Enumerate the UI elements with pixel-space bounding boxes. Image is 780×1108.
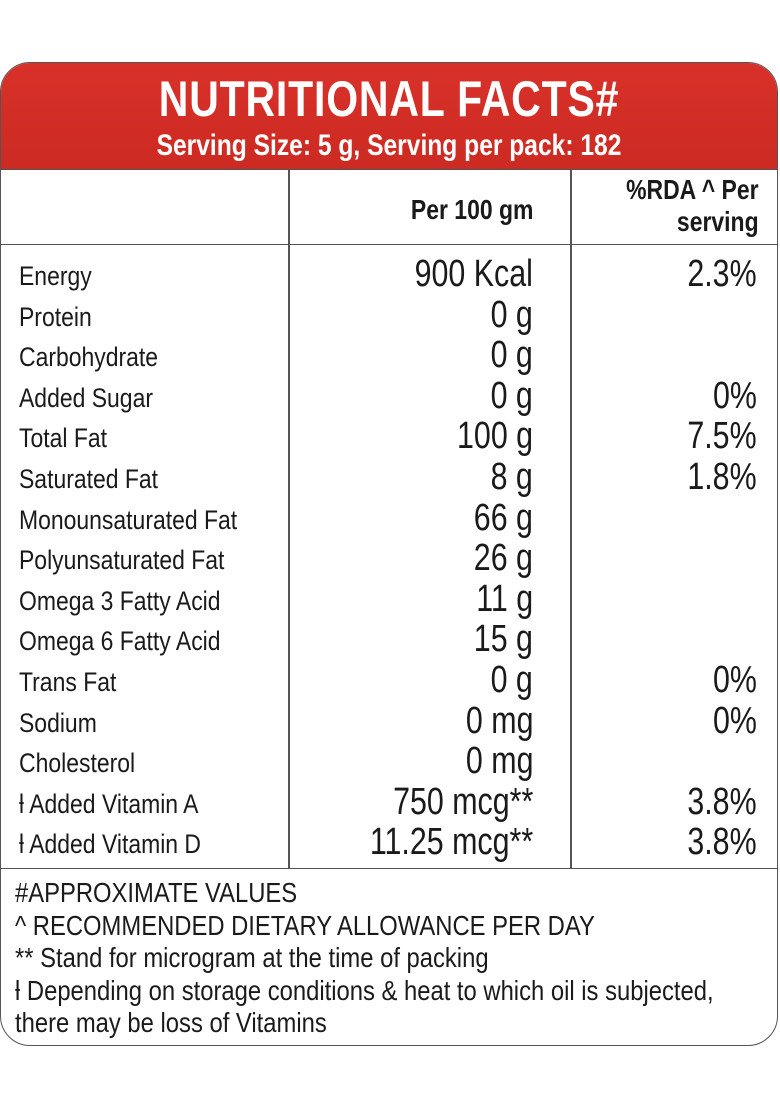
nutrient-value: 0 g xyxy=(490,293,533,336)
table-row: Protein 0 g xyxy=(1,293,777,337)
nutrient-table: Energy 900 Kcal 2.3% Protein 0 g Carbohydra… xyxy=(1,253,777,864)
nutrient-value: 0 mg xyxy=(465,740,533,783)
table-row: Trans Fat 0 g 0% xyxy=(1,658,777,702)
nutrient-rda: 0% xyxy=(713,658,757,701)
column-divider xyxy=(570,170,572,868)
nutrient-rda: 0% xyxy=(713,374,757,417)
column-header-rda-line2: serving xyxy=(677,206,759,237)
nutrient-name: Trans Fat xyxy=(19,666,117,697)
nutrient-value: 750 mcg** xyxy=(392,780,533,823)
nutrient-value: 0 mg xyxy=(465,699,533,742)
nutrient-rda: 1.8% xyxy=(687,455,757,498)
column-header-rda-line1: %RDA ^ Per xyxy=(626,174,759,205)
footnote: ** Stand for microgram at the time of pa… xyxy=(15,942,489,973)
footnote: there may be loss of Vitamins xyxy=(15,1007,327,1038)
nutrient-value: 11.25 mcg** xyxy=(369,821,533,864)
table-row: Omega 6 Fatty Acid 15 g xyxy=(1,618,777,661)
nutrient-name: ƚ Added Vitamin D xyxy=(19,829,202,860)
nutrient-rda: 3.8% xyxy=(687,780,757,823)
table-row: Polyunsaturated Fat 26 g xyxy=(1,537,777,580)
footnotes: #APPROXIMATE VALUES ^ RECOMMENDED DIETAR… xyxy=(1,868,777,1045)
table-row: Cholesterol 0 mg xyxy=(1,740,777,783)
nutrient-value: 0 g xyxy=(490,658,533,701)
nutrient-name: Monounsaturated Fat xyxy=(19,504,238,535)
nutrient-name: Omega 3 Fatty Acid xyxy=(19,585,221,616)
nutrient-value: 900 Kcal xyxy=(414,253,533,295)
column-header-row: Per 100 gm %RDA ^ Per serving xyxy=(1,170,777,245)
table-row: ƚ Added Vitamin A 750 mcg** 3.8% xyxy=(1,780,777,824)
nutrient-value: 100 g xyxy=(456,415,533,458)
nutrient-name: ƚ Added Vitamin A xyxy=(19,788,199,819)
label-title: NUTRITIONAL FACTS# xyxy=(158,71,620,127)
nutrient-name: Energy xyxy=(19,261,92,291)
label-header: NUTRITIONAL FACTS# Serving Size: 5 g, Se… xyxy=(1,63,777,170)
nutrient-value: 0 g xyxy=(490,334,533,377)
nutrient-value: 66 g xyxy=(473,496,533,539)
nutrient-name: Cholesterol xyxy=(19,748,136,779)
nutrient-name: Saturated Fat xyxy=(19,463,159,494)
table-row: Total Fat 100 g 7.5% xyxy=(1,415,777,458)
table-row: ƚ Added Vitamin D 11.25 mcg** 3.8% xyxy=(1,821,777,864)
nutrient-value: 15 g xyxy=(473,618,533,661)
nutrient-value: 11 g xyxy=(476,577,533,620)
footnote: ^ RECOMMENDED DIETARY ALLOWANCE PER DAY xyxy=(15,909,595,941)
nutrient-rda: 0% xyxy=(713,699,757,742)
nutrition-label: NUTRITIONAL FACTS# Serving Size: 5 g, Se… xyxy=(0,62,778,1046)
column-header-per-100: Per 100 gm xyxy=(410,194,533,225)
serving-info: Serving Size: 5 g, Serving per pack: 182 xyxy=(156,129,622,162)
nutrient-name: Omega 6 Fatty Acid xyxy=(19,626,221,657)
nutrient-rda: 3.8% xyxy=(687,821,757,864)
table-row: Monounsaturated Fat 66 g xyxy=(1,496,777,540)
nutrient-name: Added Sugar xyxy=(19,382,153,413)
table-row: Energy 900 Kcal 2.3% xyxy=(1,253,777,296)
nutrient-name: Carbohydrate xyxy=(19,342,159,373)
table-row: Saturated Fat 8 g 1.8% xyxy=(1,455,777,499)
nutrient-name: Protein xyxy=(19,301,92,332)
footnote: ƚ Depending on storage conditions & heat… xyxy=(15,974,714,1006)
footnote: #APPROXIMATE VALUES xyxy=(15,877,298,908)
nutrient-value: 0 g xyxy=(490,374,533,417)
nutrient-rda: 2.3% xyxy=(687,253,757,295)
table-row: Sodium 0 mg 0% xyxy=(1,699,777,743)
table-row: Carbohydrate 0 g xyxy=(1,334,777,377)
nutrient-name: Sodium xyxy=(19,707,97,738)
table-row: Omega 3 Fatty Acid 11 g xyxy=(1,577,777,621)
table-row: Added Sugar 0 g 0% xyxy=(1,374,777,418)
nutrient-rda: 7.5% xyxy=(687,415,757,458)
nutrient-value: 26 g xyxy=(473,537,533,580)
nutrient-name: Polyunsaturated Fat xyxy=(19,545,225,576)
nutrient-name: Total Fat xyxy=(19,423,108,454)
column-divider xyxy=(288,170,290,868)
nutrient-value: 8 g xyxy=(490,455,533,498)
